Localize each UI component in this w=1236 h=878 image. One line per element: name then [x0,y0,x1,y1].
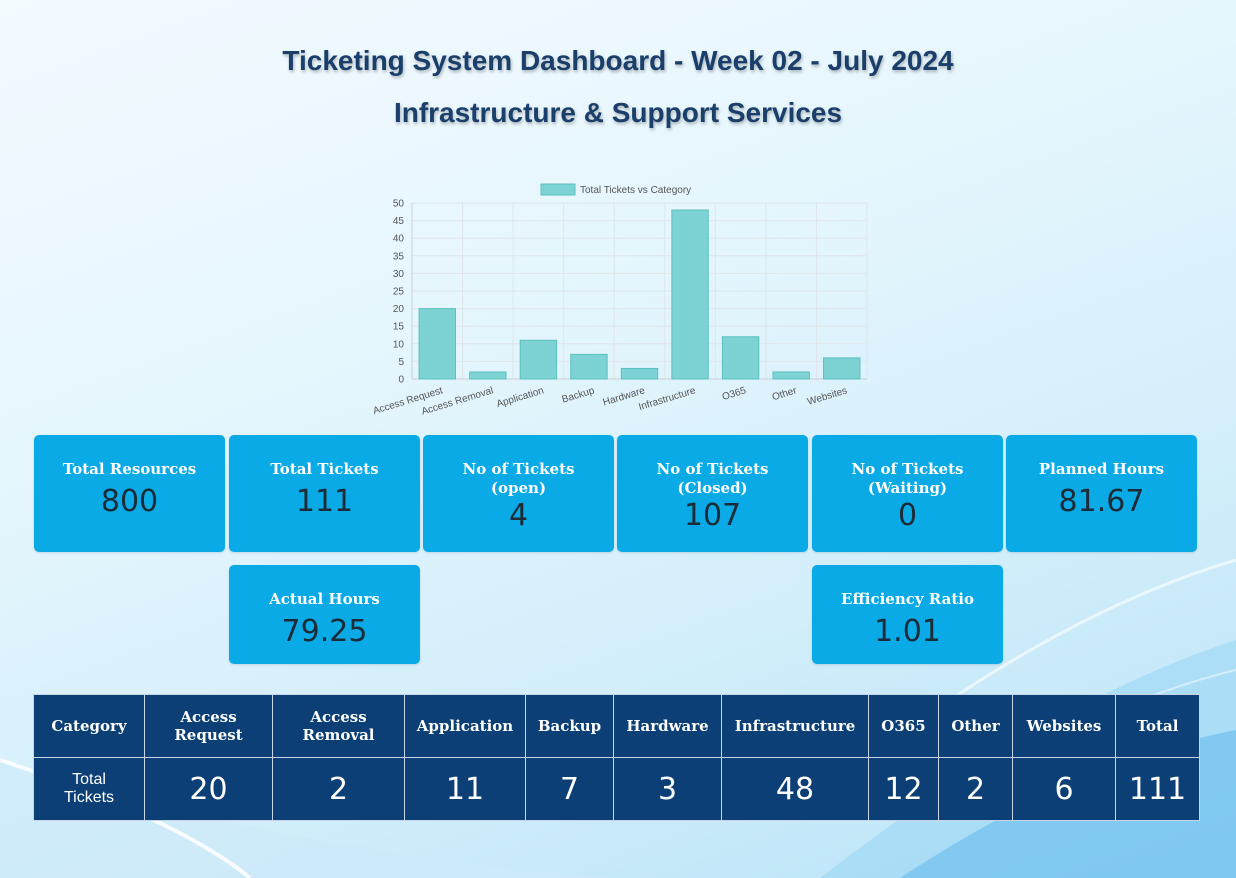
x-tick-label: Infrastructure [637,385,697,413]
header-cell: Hardware [613,694,722,758]
value-cell: 48 [721,757,869,821]
header-cell: Backup [525,694,614,758]
bar-other [772,371,810,380]
tickets-by-category-chart: Total Tickets vs Category 0 5 10 15 20 25 30 35 4… [360,176,880,428]
header-cell: O365 [868,694,939,758]
card-label: Efficiency Ratio [841,590,974,608]
card-label: Actual Hours [269,590,380,608]
header-cell: Other [938,694,1013,758]
value-cell: 12 [868,757,939,821]
header-cell: Access Removal [272,694,405,758]
card-value: 4 [508,498,529,533]
legend-swatch [540,183,576,196]
legend-label: Total Tickets vs Category [580,185,691,196]
bar-hardware [620,367,659,380]
card-total-resources: Total Resources 800 [34,435,225,552]
card-tickets-closed: No of Tickets (Closed) 107 [617,435,808,552]
bar-o365 [721,336,760,380]
y-tick-label: 5 [398,357,404,368]
bar-backup [570,353,608,380]
y-tick-label: 40 [393,234,405,245]
card-label: Planned Hours [1038,460,1165,478]
card-value: 111 [295,484,354,519]
x-tick-label: Backup [561,385,597,405]
y-tick-label: 35 [393,251,405,262]
bar-websites [823,357,861,380]
card-value: 107 [683,498,742,533]
value-cell: 111 [1115,757,1200,821]
value-cell: 20 [144,757,273,821]
value-cell: 2 [272,757,405,821]
card-label: Total Tickets [270,460,379,478]
card-actual-hours: Actual Hours 79.25 [229,565,420,664]
card-efficiency-ratio: Efficiency Ratio 1.01 [812,565,1003,664]
row-label-cell: Total Tickets [33,757,145,821]
bar-application [519,339,558,380]
x-tick-label: O365 [721,385,748,403]
card-label: No of Tickets (open) [462,460,575,497]
bar-access-removal [469,371,507,380]
bar-chart-svg: Total Tickets vs Category 0 5 10 15 20 25 30 35 4… [372,183,868,418]
y-tick-label: 30 [393,269,405,280]
page-title: Ticketing System Dashboard - Week 02 - J… [282,45,954,76]
card-tickets-open: No of Tickets (open) 4 [423,435,614,552]
bar-access-request [418,308,456,380]
header-cell: Category [33,694,145,758]
value-cell: 2 [938,757,1013,821]
header-cell: Total [1115,694,1200,758]
table-header-row: Category Access Request Access Removal A… [33,694,1200,758]
value-cell: 7 [525,757,614,821]
x-tick-label: Application [495,385,545,410]
card-label: Total Resources [62,460,197,478]
x-tick-label: Websites [806,385,848,407]
card-value: 81.67 [1058,484,1145,519]
card-total-tickets: Total Tickets 111 [229,435,420,552]
card-value: 800 [100,484,159,519]
y-tick-label: 15 [393,322,405,333]
card-tickets-waiting: No of Tickets (Waiting) 0 [812,435,1003,552]
y-tick-label: 20 [393,304,405,315]
card-planned-hours: Planned Hours 81.67 [1006,435,1197,552]
x-tick-label: Other [771,385,799,403]
header-cell: Websites [1012,694,1116,758]
table-row: Total Tickets 20 2 11 7 3 48 12 2 6 111 [33,757,1200,821]
y-tick-label: 45 [393,216,405,227]
y-tick-label: 50 [393,199,405,210]
value-cell: 11 [404,757,526,821]
bar-infrastructure [671,209,709,380]
page-subtitle: Infrastructure & Support Services [393,97,843,128]
header-cell: Infrastructure [721,694,869,758]
header-cell: Application [404,694,526,758]
category-summary-table: Category Access Request Access Removal A… [33,694,1200,821]
y-tick-label: 25 [393,287,405,298]
header-cell: Access Request [144,694,273,758]
card-value: 79.25 [281,614,368,649]
value-cell: 6 [1012,757,1116,821]
card-label: No of Tickets (Waiting) [851,460,964,497]
y-tick-label: 0 [398,375,404,386]
card-label: No of Tickets (Closed) [656,460,769,497]
value-cell: 3 [613,757,722,821]
y-tick-label: 10 [393,339,405,350]
card-value: 1.01 [874,614,941,649]
card-value: 0 [897,498,918,533]
